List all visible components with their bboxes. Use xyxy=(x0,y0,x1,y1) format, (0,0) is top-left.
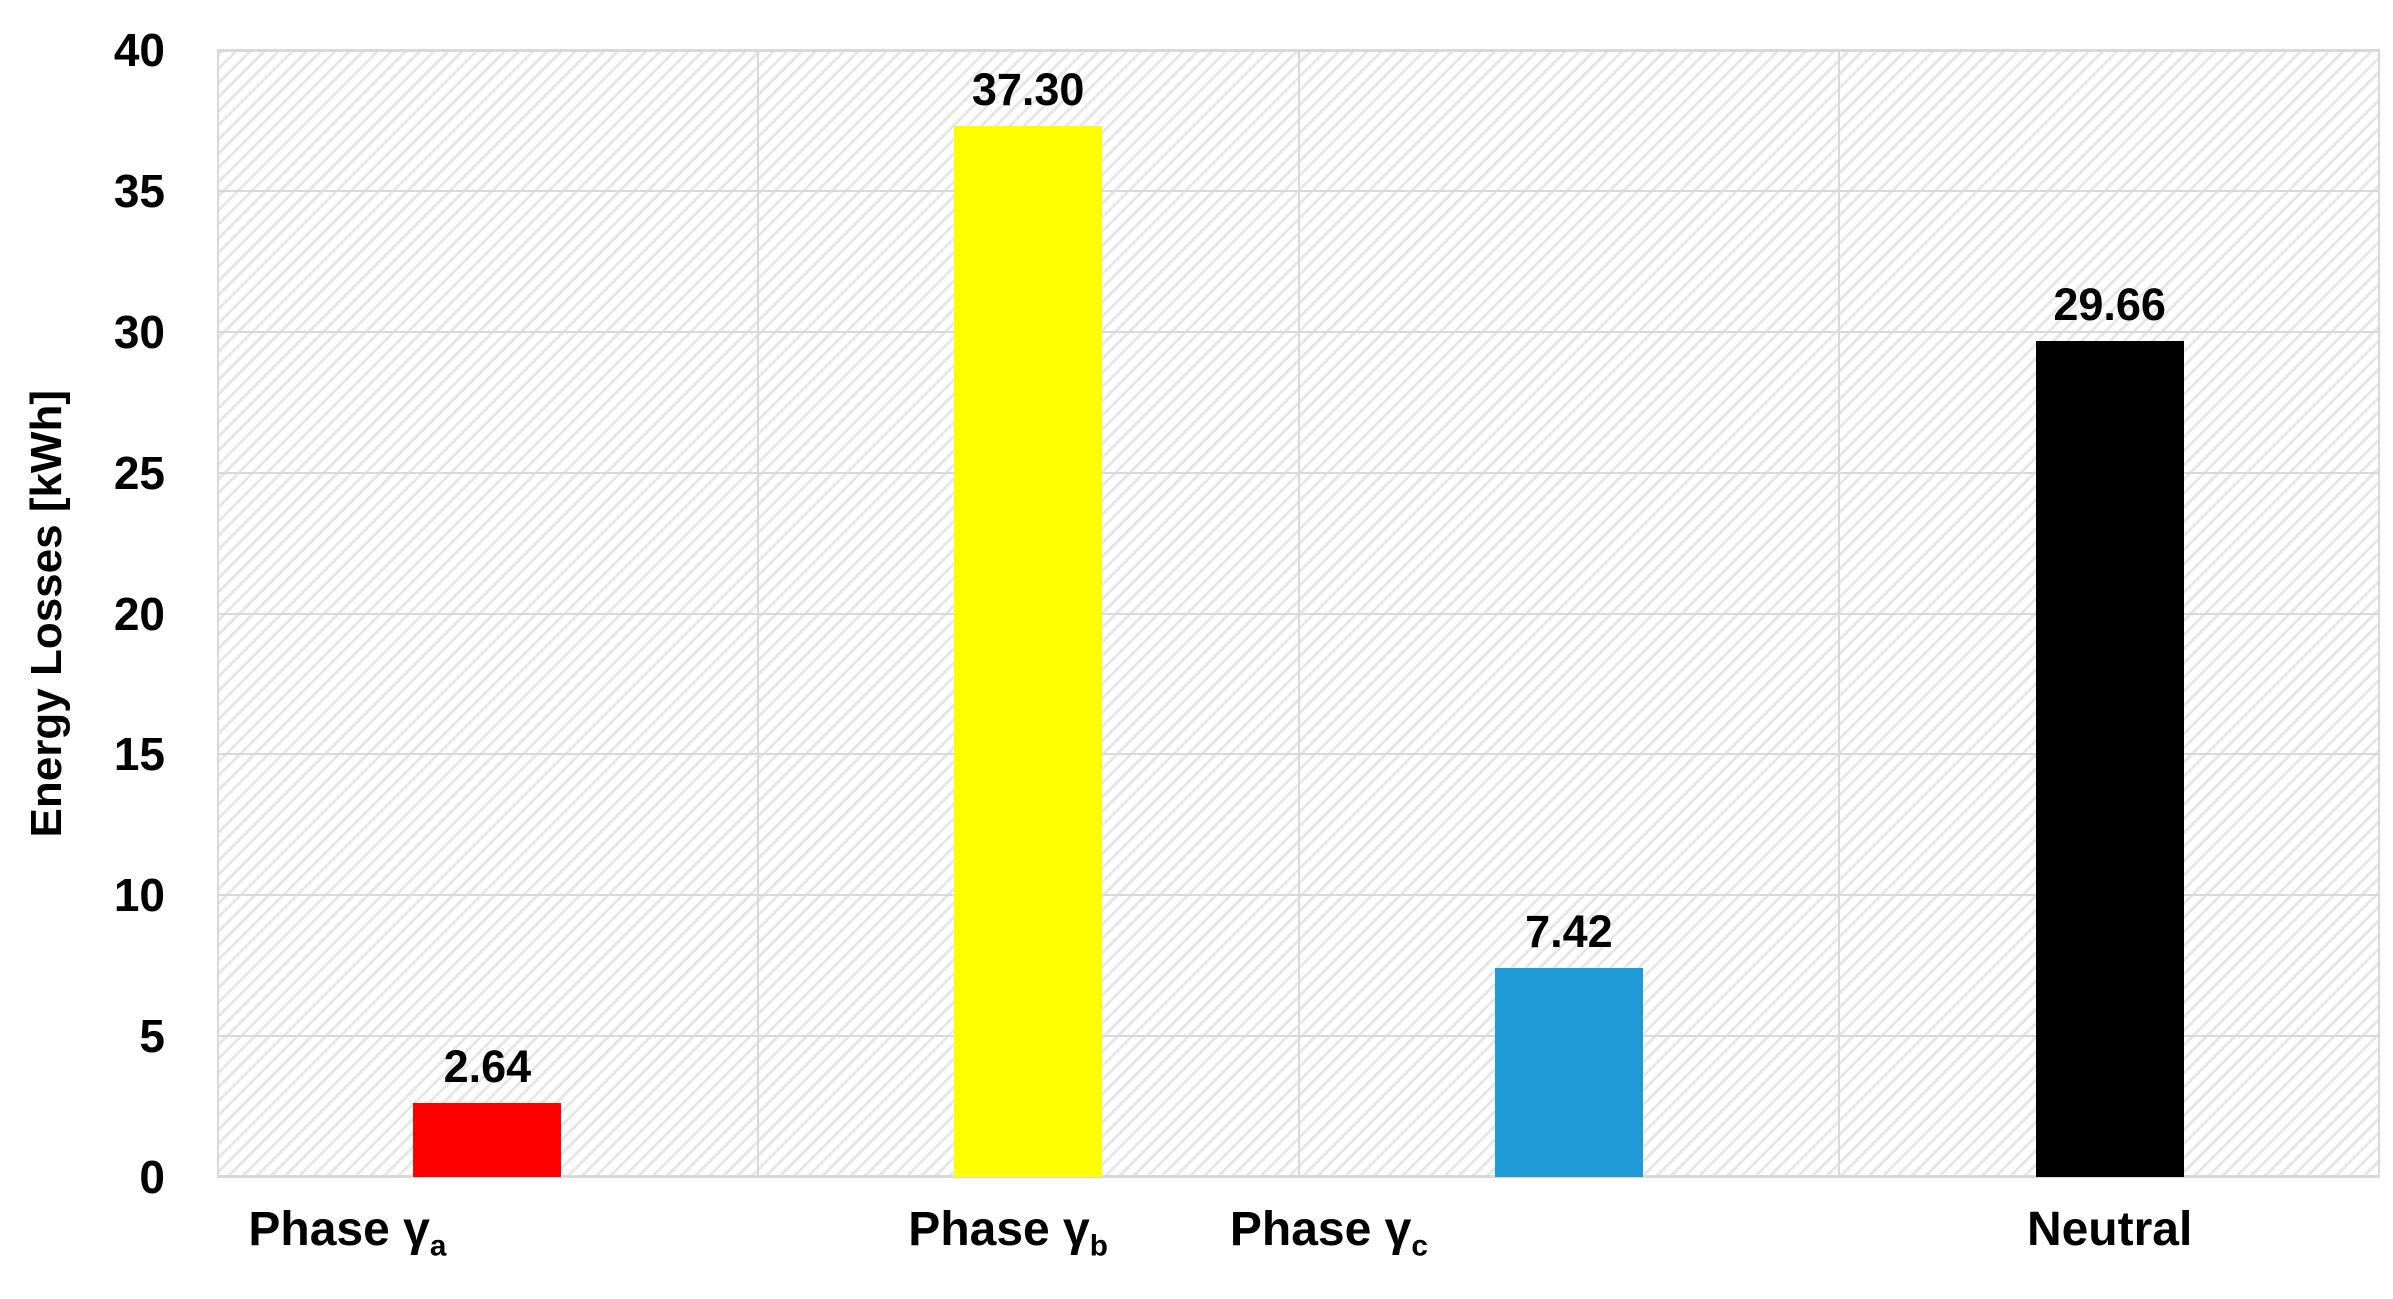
x-category-label: Neutral xyxy=(1890,1200,2330,1277)
gridline-x-boundary xyxy=(1297,50,1300,1177)
bar-phase-c xyxy=(1494,967,1643,1177)
gridline-x-boundary xyxy=(756,50,759,1177)
y-tick-label: 25 xyxy=(113,446,165,499)
y-tick-label: 0 xyxy=(139,1151,165,1203)
gridline-y-0 xyxy=(217,1176,2380,1178)
value-label: 37.30 xyxy=(971,64,1085,116)
value-label: 29.66 xyxy=(2053,279,2166,331)
bar-phase-a xyxy=(413,1102,562,1177)
bar-phase-b xyxy=(954,126,1103,1177)
value-label: 2.64 xyxy=(443,1040,532,1092)
x-category-text: Phase γ xyxy=(248,1203,430,1256)
y-tick-label: 30 xyxy=(113,305,165,358)
x-category-label: Phase γb xyxy=(788,1200,1228,1277)
x-category-subscript: a xyxy=(429,1229,447,1263)
bar-neutral xyxy=(2035,341,2184,1177)
value-label: 7.42 xyxy=(1525,905,1613,957)
y-tick-label: 5 xyxy=(139,1010,165,1063)
y-tick-label: 20 xyxy=(113,587,165,640)
x-category-label: Phase γa xyxy=(127,1200,567,1277)
x-category-text: Neutral xyxy=(2026,1203,2193,1256)
x-category-subscript: c xyxy=(1411,1229,1428,1263)
y-tick-label: 35 xyxy=(113,164,165,217)
x-category-label: Phase γc xyxy=(1109,1200,1549,1277)
x-category-subscript: b xyxy=(1089,1229,1108,1263)
x-category-text: Phase γ xyxy=(1229,1203,1412,1256)
gridline-x-boundary xyxy=(1838,50,1841,1177)
x-category-text: Phase γ xyxy=(908,1203,1090,1256)
y-tick-label: 15 xyxy=(113,728,165,781)
y-tick-label: 10 xyxy=(113,869,165,922)
y-tick-label: 40 xyxy=(113,24,165,76)
